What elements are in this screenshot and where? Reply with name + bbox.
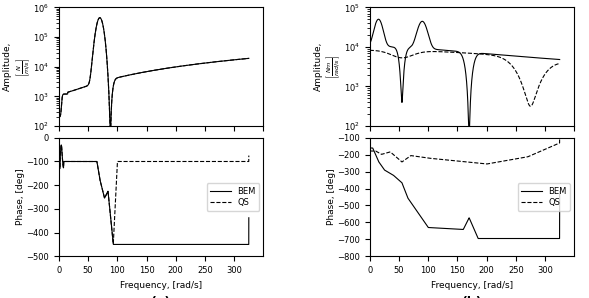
QS (483, 162, 490, 166)
BEM (541, 237, 548, 240)
QS (366, 137, 373, 141)
Y-axis label: Amplitude,
$\left[\frac{Nm}{rad/s}\right]$: Amplitude, $\left[\frac{Nm}{rad/s}\right… (314, 42, 342, 91)
QS (446, 159, 453, 162)
QS (137, 160, 144, 163)
BEM (137, 243, 144, 246)
BEM (456, 228, 464, 231)
Line: BEM: BEM (59, 145, 249, 244)
QS (245, 154, 252, 157)
QS (550, 144, 557, 147)
Line: BEM: BEM (370, 137, 560, 238)
BEM (550, 237, 557, 240)
BEM (446, 227, 453, 231)
X-axis label: Frequency, [rad/s]: Frequency, [rad/s] (120, 280, 202, 290)
Y-axis label: Phase, [deg]: Phase, [deg] (327, 169, 336, 225)
BEM (504, 237, 511, 240)
QS (145, 160, 153, 163)
QS (448, 159, 455, 162)
QS (135, 160, 143, 163)
QS (240, 160, 247, 163)
BEM (58, 143, 65, 147)
QS (110, 242, 117, 246)
BEM (135, 243, 143, 246)
BEM (55, 151, 62, 155)
BEM (240, 243, 247, 246)
Text: (b): (b) (462, 296, 482, 298)
QS (230, 160, 237, 163)
Y-axis label: Amplitude,
$\left[\frac{N}{m/s}\right]$: Amplitude, $\left[\frac{N}{m/s}\right]$ (3, 42, 32, 91)
BEM (475, 237, 482, 240)
Legend: BEM, QS: BEM, QS (518, 184, 570, 211)
Legend: BEM, QS: BEM, QS (207, 184, 259, 211)
BEM (193, 243, 200, 246)
QS (456, 159, 464, 163)
BEM (230, 243, 237, 246)
Line: QS: QS (59, 145, 249, 244)
BEM (245, 216, 252, 220)
QS (55, 151, 62, 155)
QS (556, 132, 563, 136)
QS (541, 148, 548, 151)
QS (58, 143, 65, 147)
Text: (a): (a) (151, 296, 171, 298)
BEM (145, 243, 153, 246)
BEM (366, 135, 373, 139)
BEM (448, 227, 455, 231)
Y-axis label: Phase, [deg]: Phase, [deg] (16, 169, 25, 225)
Line: QS: QS (370, 134, 560, 164)
BEM (110, 243, 117, 246)
BEM (556, 190, 563, 193)
QS (193, 160, 200, 163)
QS (504, 159, 511, 162)
X-axis label: Frequency, [rad/s]: Frequency, [rad/s] (431, 280, 513, 290)
